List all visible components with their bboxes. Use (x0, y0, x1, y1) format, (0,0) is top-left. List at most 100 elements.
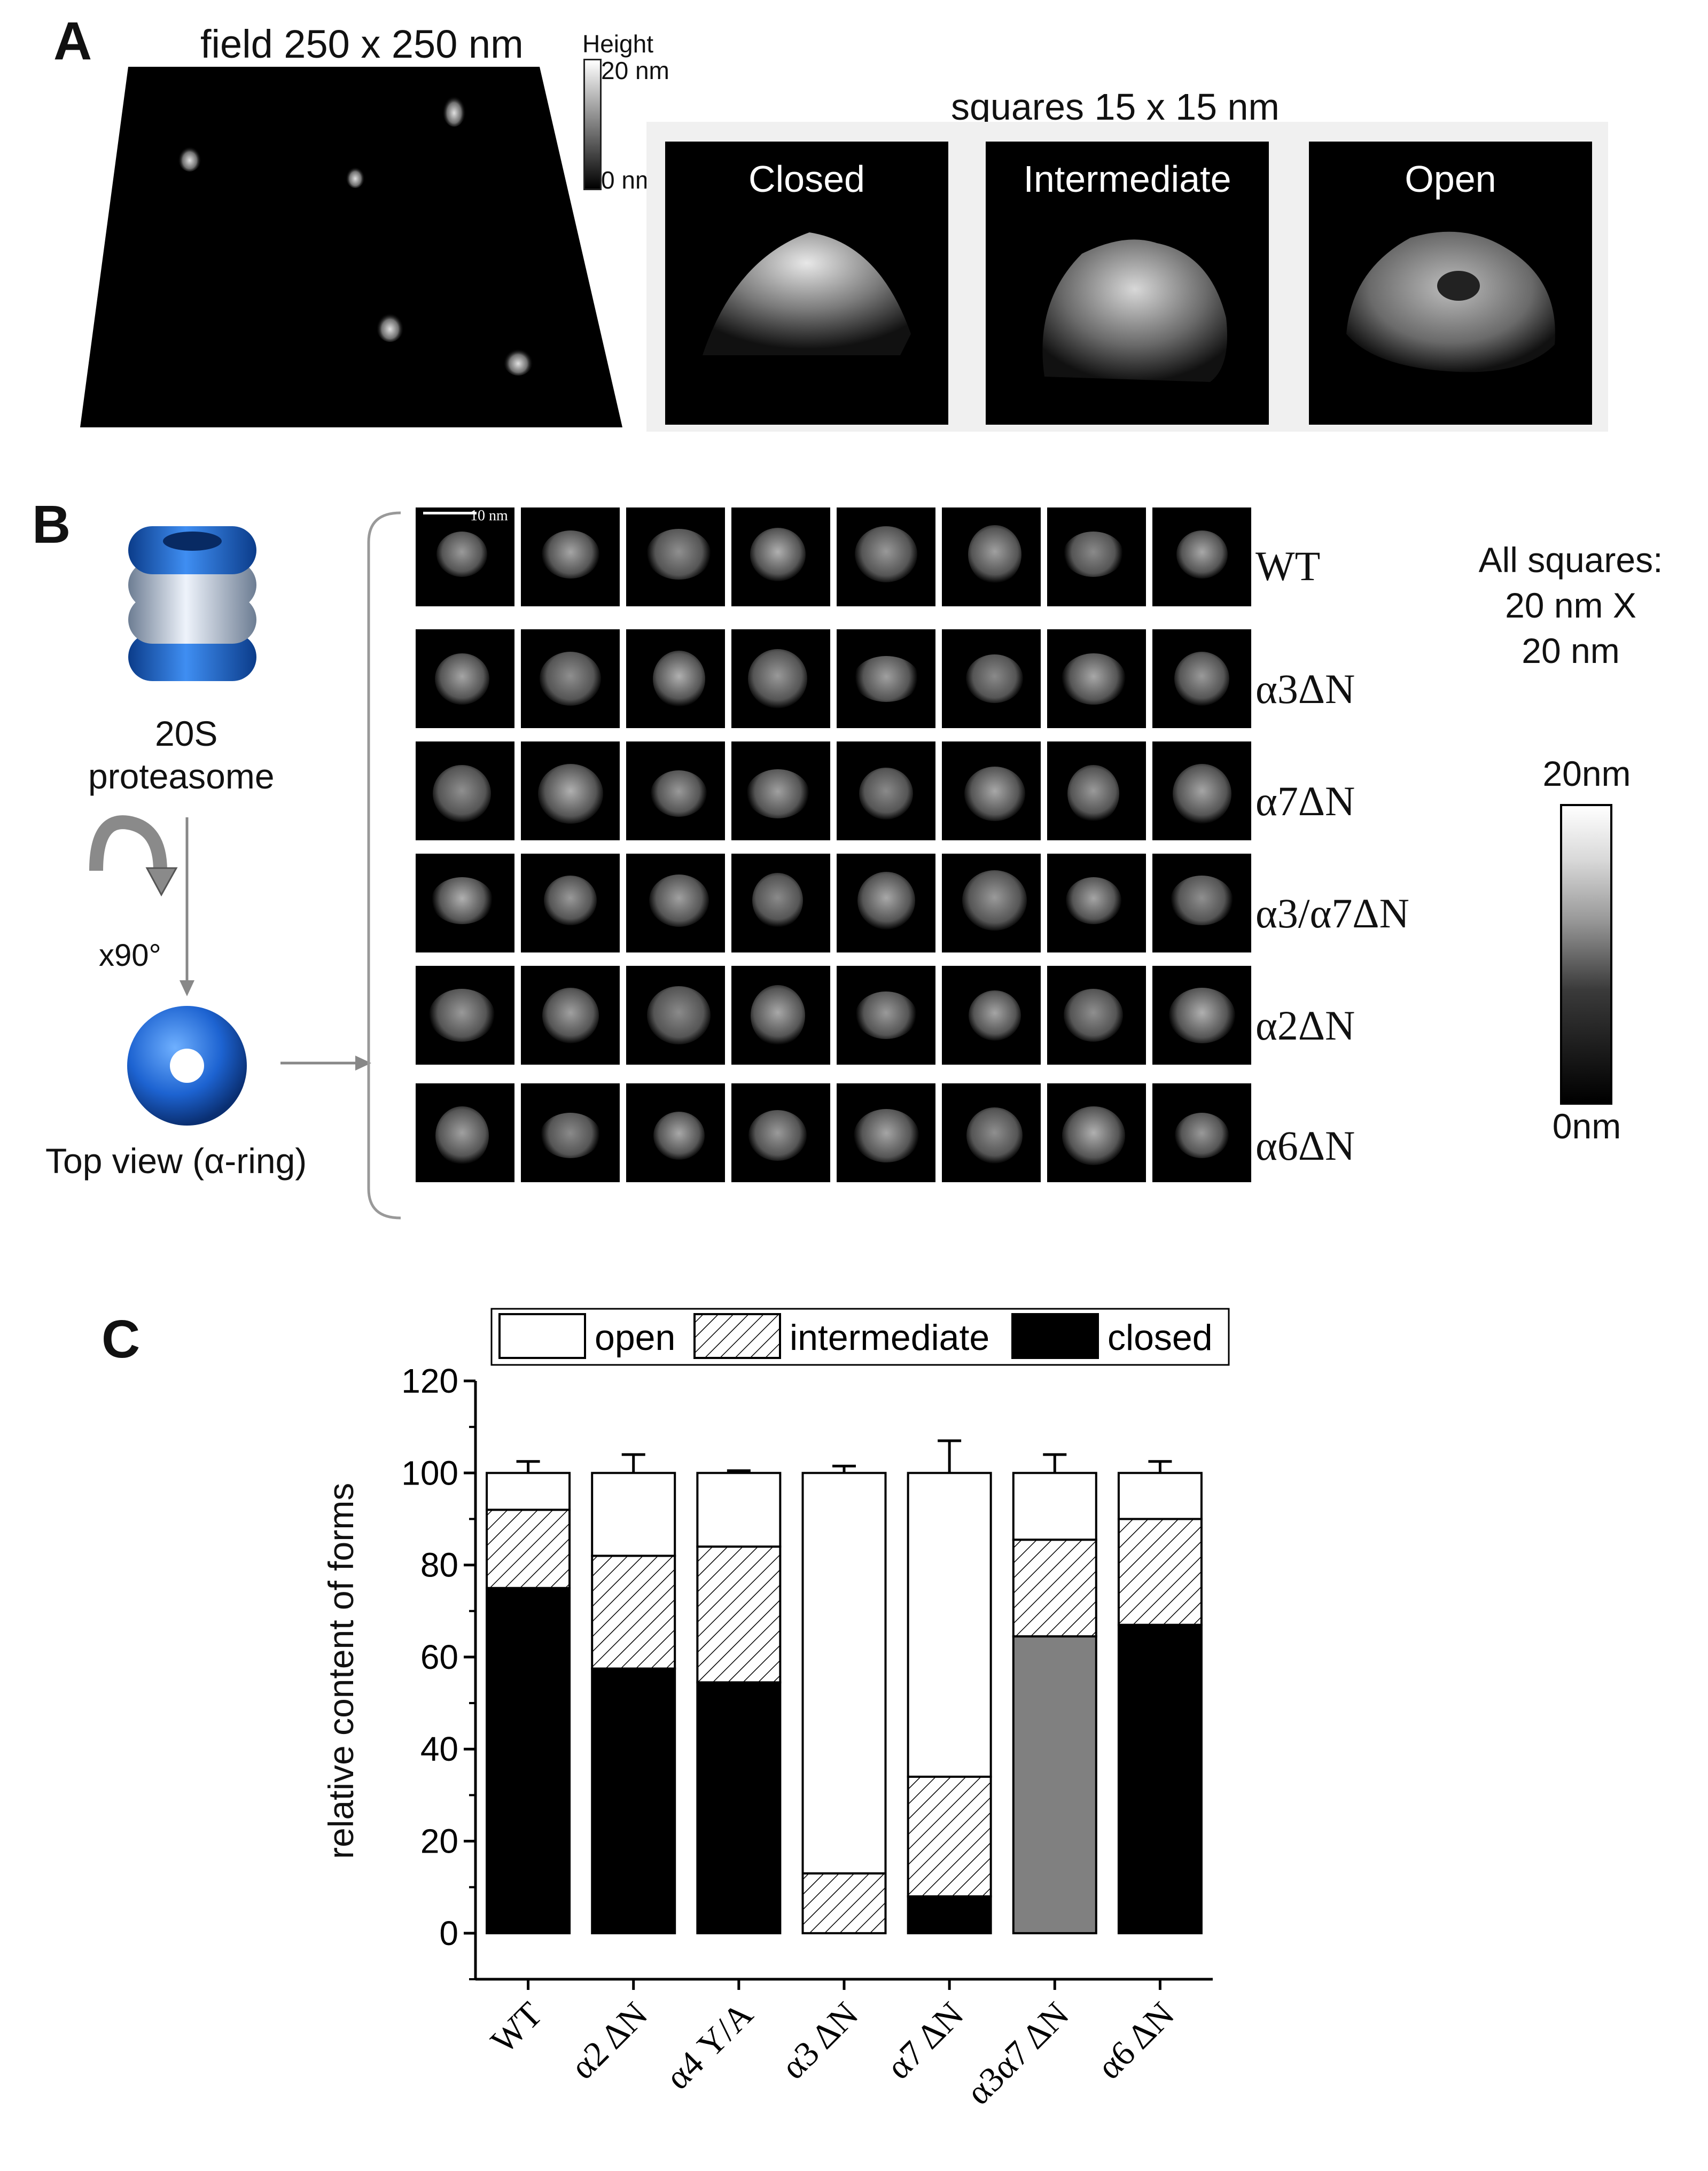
afm-particle (966, 654, 1023, 703)
scale-bar (423, 512, 477, 514)
afm-particle (647, 986, 711, 1044)
y-tick-label: 60 (420, 1638, 458, 1676)
squares-note-line1: All squares: (1478, 540, 1663, 580)
bar-open (801, 1472, 887, 1875)
afm-tile (416, 1083, 514, 1182)
afm-particle (537, 763, 603, 824)
afm-tile (837, 507, 935, 606)
afm-tile (1047, 629, 1146, 728)
afm-tile (1047, 507, 1146, 606)
afm-particle (540, 652, 601, 706)
afm-particle (855, 991, 917, 1039)
legend-label-intermediate: intermediate (790, 1317, 989, 1358)
afm-tile (837, 854, 935, 952)
afm-tile (521, 507, 620, 606)
afm-particle (433, 765, 491, 822)
afm-particle (752, 873, 803, 928)
afm-particle (434, 653, 489, 705)
afm-particle (1168, 987, 1235, 1043)
afm-tile (521, 854, 620, 952)
afm-tile (942, 741, 1041, 840)
afm-tile (942, 854, 1041, 952)
stacked-bar-chart: open intermediate closed 0 20 40 60 80 100 120 W… (401, 1308, 1230, 2112)
afm-tile (1152, 741, 1251, 840)
grid-bracket (367, 511, 401, 1220)
afm-particle (1172, 763, 1231, 824)
afm-tile (1152, 507, 1251, 606)
afm-tile (1152, 1083, 1251, 1182)
afm-tile (731, 741, 830, 840)
afm-particle (748, 1110, 807, 1161)
afm-particle (1064, 989, 1123, 1042)
bar-closed (1012, 1635, 1097, 1934)
bar-open (907, 1472, 992, 1778)
panel-a-letter: A (53, 11, 92, 71)
afm-particle (1174, 652, 1229, 706)
panel-c-letter: C (102, 1309, 141, 1369)
panel-b-letter: B (32, 495, 71, 555)
y-tick-label: 120 (401, 1362, 458, 1400)
afm-tile (416, 966, 514, 1065)
arrow-to-grid (280, 1056, 371, 1071)
afm-tile (731, 1083, 830, 1182)
row-label-wt: WT (1255, 543, 1321, 589)
legend-swatch-open (498, 1313, 586, 1359)
intermediate-tile: Intermediate (986, 142, 1269, 425)
afm-tile (942, 629, 1041, 728)
afm-particle (855, 526, 917, 582)
proteasome-stack-model (128, 526, 256, 681)
afm-particle (1171, 876, 1233, 925)
afm-tile (416, 629, 514, 728)
closed-tile: Closed (665, 142, 948, 425)
afm-particle (746, 769, 809, 818)
bar-closed (696, 1681, 782, 1934)
afm-tile (1152, 966, 1251, 1065)
x-tick-label: α7 ΔN (879, 1995, 971, 2087)
afm-tile (521, 629, 620, 728)
afm-tile (626, 1083, 725, 1182)
afm-tile (416, 507, 514, 606)
afm-tile (416, 741, 514, 840)
afm-tile (626, 966, 725, 1065)
afm-tile (942, 507, 1041, 606)
bar-intermediate (1012, 1539, 1097, 1638)
bar-closed (907, 1895, 992, 1934)
afm-particle (429, 989, 495, 1042)
afm-particle (541, 530, 599, 579)
afm-particle (968, 990, 1021, 1041)
afm-particle (540, 1113, 600, 1158)
closed-tile-label: Closed (748, 158, 865, 200)
afm-particle (857, 871, 915, 930)
afm-particle (1065, 877, 1121, 924)
afm-particle (542, 987, 599, 1043)
afm-particle (1067, 765, 1119, 822)
legend-box (490, 1308, 1230, 1366)
legend-swatch-intermediate (693, 1313, 781, 1359)
afm-tile (1152, 854, 1251, 952)
bar-intermediate (907, 1775, 992, 1897)
afm-tile (731, 629, 830, 728)
afm-tile (1152, 629, 1251, 728)
bar-open (1117, 1472, 1203, 1520)
y-tick-label: 100 (401, 1454, 458, 1492)
bar-intermediate (1117, 1518, 1203, 1626)
model-label-proteasome: proteasome (88, 756, 275, 796)
afm-particle (1063, 532, 1124, 577)
open-tile: Open (1309, 142, 1592, 425)
afm-particle (962, 870, 1027, 931)
afm-particle (853, 655, 919, 702)
afm-particle (750, 985, 805, 1046)
afm-particle (651, 770, 707, 817)
row-label-a3dn: α3ΔN (1255, 666, 1355, 712)
afm-tile (837, 1083, 935, 1182)
bar-intermediate (591, 1555, 676, 1670)
row-label-a3a7dn: α3/α7ΔN (1255, 890, 1409, 936)
rotation-label: x90° (99, 938, 161, 973)
afm-tile (942, 966, 1041, 1065)
afm-tile (626, 507, 725, 606)
bar-closed (591, 1667, 676, 1934)
y-tick-label: 0 (439, 1914, 458, 1953)
scale-bar-label: 10 nm (470, 507, 508, 524)
rotation-arrows (89, 815, 194, 996)
afm-particle (748, 649, 807, 708)
